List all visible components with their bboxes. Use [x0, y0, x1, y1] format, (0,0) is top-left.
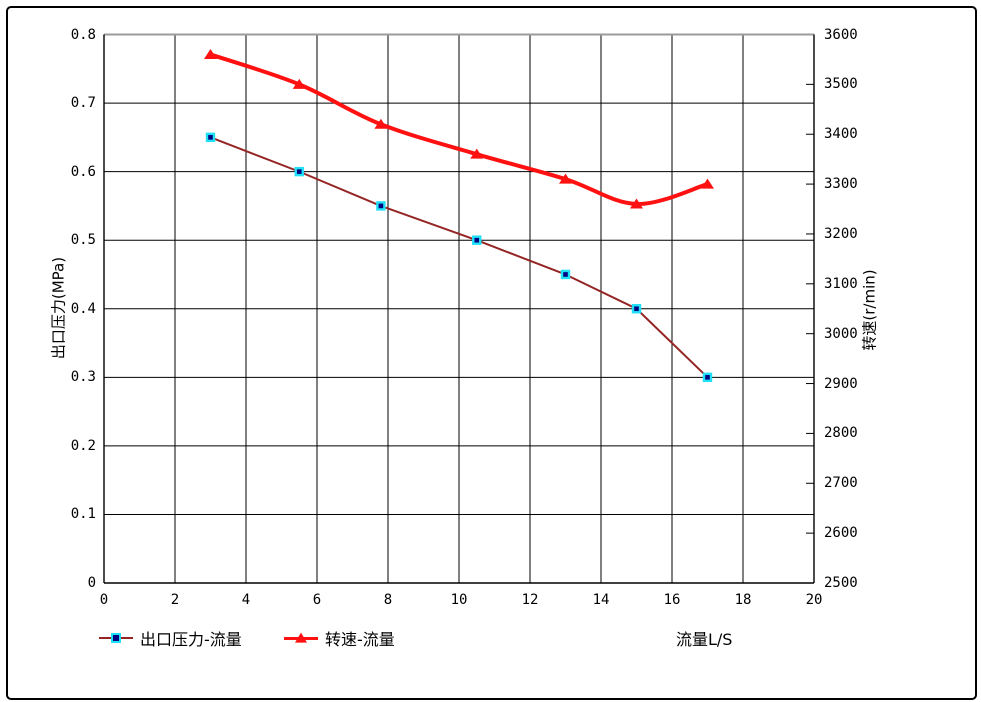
data-point-square — [472, 235, 482, 245]
x-tick-label: 10 — [450, 592, 468, 608]
x-tick-label: 14 — [592, 592, 610, 608]
y-right-tick-label: 3000 — [824, 325, 858, 342]
x-tick-label: 18 — [734, 592, 752, 608]
y-right-tick-label: 3600 — [824, 26, 858, 43]
y-left-tick-label: 0.3 — [70, 369, 96, 386]
y-left-tick-label: 0.8 — [70, 26, 96, 43]
legend-label-speed: 转速-流量 — [325, 630, 395, 649]
y-right-tick-label: 3100 — [824, 275, 858, 292]
data-point-triangle — [701, 178, 714, 189]
y-left-tick-label: 0.2 — [70, 437, 96, 454]
data-point-square — [631, 304, 642, 314]
y-axis-title-right: 转速(r/min) — [860, 269, 879, 351]
x-tick-label: 20 — [805, 592, 823, 608]
y-right-tick-label: 3400 — [824, 126, 858, 143]
y-right-tick-label: 2800 — [824, 425, 858, 442]
x-tick-label: 8 — [383, 592, 393, 608]
data-point-square — [376, 201, 386, 211]
data-point-square — [560, 269, 571, 280]
y-left-tick-label: 0.6 — [70, 163, 96, 180]
data-point-triangle — [292, 78, 306, 89]
data-point-triangle — [630, 198, 643, 209]
x-tick-label: 12 — [521, 592, 539, 608]
y-right-tick-label: 3500 — [824, 76, 858, 93]
y-left-tick-label: 0 — [87, 575, 96, 591]
y-left-tick-label: 0.1 — [70, 506, 96, 523]
data-point-square — [702, 372, 713, 383]
y-right-tick-label: 2500 — [824, 575, 858, 591]
y-right-tick-label: 2600 — [824, 525, 858, 542]
x-tick-label: 16 — [663, 592, 681, 608]
data-point-triangle — [374, 118, 388, 129]
legend-sample-pressure — [99, 631, 133, 645]
y-right-tick-label: 3200 — [824, 225, 858, 242]
data-point-triangle — [204, 48, 217, 59]
y-left-tick-label: 0.5 — [70, 232, 96, 249]
triangle-marker-icon — [295, 632, 307, 643]
x-tick-label: 2 — [170, 592, 180, 608]
y-right-tick-label: 3300 — [824, 176, 858, 193]
x-axis-title: 流量L/S — [676, 630, 733, 649]
data-point-square — [205, 132, 216, 143]
y-axis-title-left: 出口压力(MPa) — [49, 256, 68, 360]
legend-item-pressure: 出口压力-流量 — [99, 628, 242, 649]
square-marker-icon — [111, 633, 121, 643]
data-point-square — [294, 166, 304, 177]
y-right-tick-label: 2700 — [824, 475, 858, 492]
data-point-triangle — [559, 173, 572, 184]
x-tick-label: 4 — [241, 592, 251, 608]
y-left-tick-label: 0.7 — [70, 95, 96, 112]
y-left-tick-label: 0.4 — [70, 300, 96, 317]
x-tick-label: 6 — [312, 592, 322, 608]
legend-item-speed: 转速-流量 — [284, 628, 395, 649]
data-point-triangle — [470, 148, 484, 159]
y-right-tick-label: 2900 — [824, 375, 858, 392]
x-tick-label: 0 — [99, 592, 109, 608]
legend-sample-speed — [284, 631, 318, 645]
legend-label-pressure: 出口压力-流量 — [140, 630, 242, 649]
